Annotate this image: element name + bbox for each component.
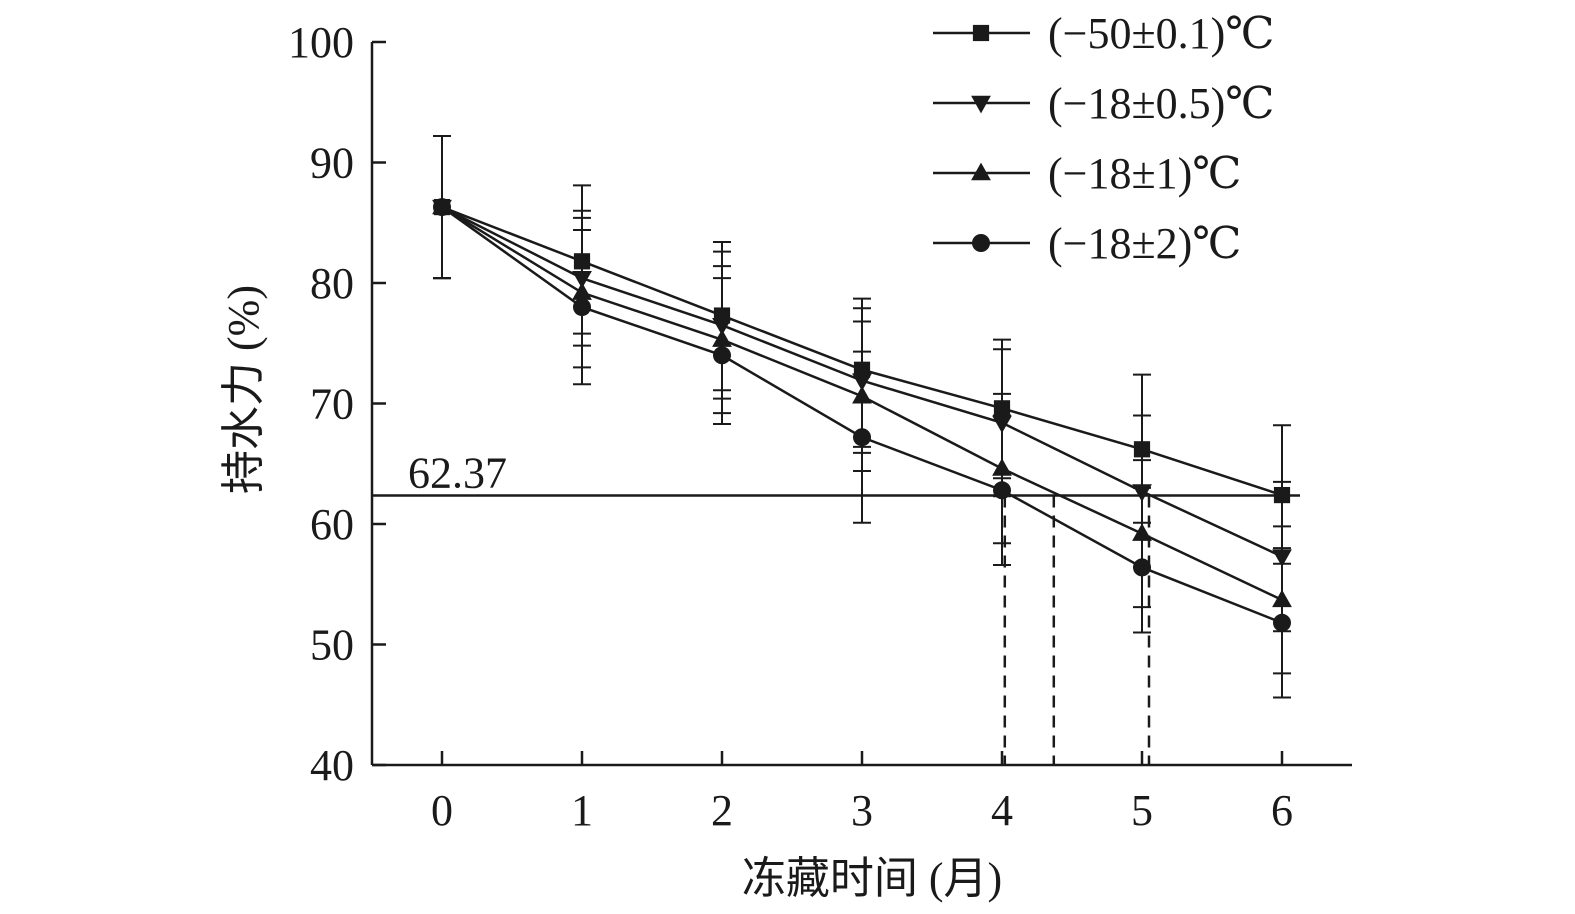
- y-tick-label: 100: [288, 18, 354, 67]
- x-tick-label: 4: [991, 786, 1013, 835]
- data-point: [713, 346, 731, 365]
- legend-item: (−50±0.1)℃: [933, 9, 1275, 58]
- legend-label: (−18±1)℃: [1048, 149, 1242, 198]
- x-tick-label: 2: [711, 786, 733, 835]
- legend-label: (−18±0.5)℃: [1048, 79, 1275, 128]
- x-tick-label: 1: [571, 786, 593, 835]
- data-point: [433, 198, 451, 217]
- legend-marker: [972, 24, 990, 42]
- legend-label: (−18±2)℃: [1048, 219, 1242, 268]
- series-4: [433, 134, 1291, 699]
- data-point: [853, 428, 871, 447]
- axes: 40 50 60 70 80 90 100 0 1 2 3 4 5 6: [288, 18, 1352, 835]
- reference-line-group: 62.37: [372, 448, 1300, 765]
- y-tick-label: 50: [310, 621, 354, 670]
- legend-marker: [972, 234, 990, 252]
- legend-item: (−18±0.5)℃: [933, 79, 1275, 128]
- y-axis-title: 持水力 (%): [219, 285, 268, 494]
- x-tick-label: 6: [1271, 786, 1293, 835]
- reference-line-label: 62.37: [408, 448, 507, 497]
- y-tick-label: 90: [310, 139, 354, 188]
- legend-item: (−18±1)℃: [933, 149, 1242, 198]
- legend-marker: [971, 162, 991, 181]
- y-tick-label: 70: [310, 380, 354, 429]
- y-tick-label: 60: [310, 500, 354, 549]
- x-tick-label: 0: [431, 786, 453, 835]
- legend-label: (−50±0.1)℃: [1048, 9, 1275, 58]
- legend-marker: [971, 95, 991, 114]
- x-tick-label: 5: [1131, 786, 1153, 835]
- x-axis-title: 冻藏时间 (月): [742, 854, 1002, 903]
- legend-item: (−18±2)℃: [933, 219, 1242, 268]
- y-tick-label: 40: [310, 741, 354, 790]
- legend: (−50±0.1)℃ (−18±0.5)℃ (−18±1)℃ (−18±2)℃: [933, 9, 1275, 268]
- data-point: [1133, 558, 1151, 577]
- data-point: [1273, 613, 1291, 632]
- data-point: [993, 481, 1011, 500]
- x-tick-label: 3: [851, 786, 873, 835]
- y-tick-label: 80: [310, 259, 354, 308]
- series-group: [432, 134, 1292, 699]
- data-point: [573, 298, 591, 317]
